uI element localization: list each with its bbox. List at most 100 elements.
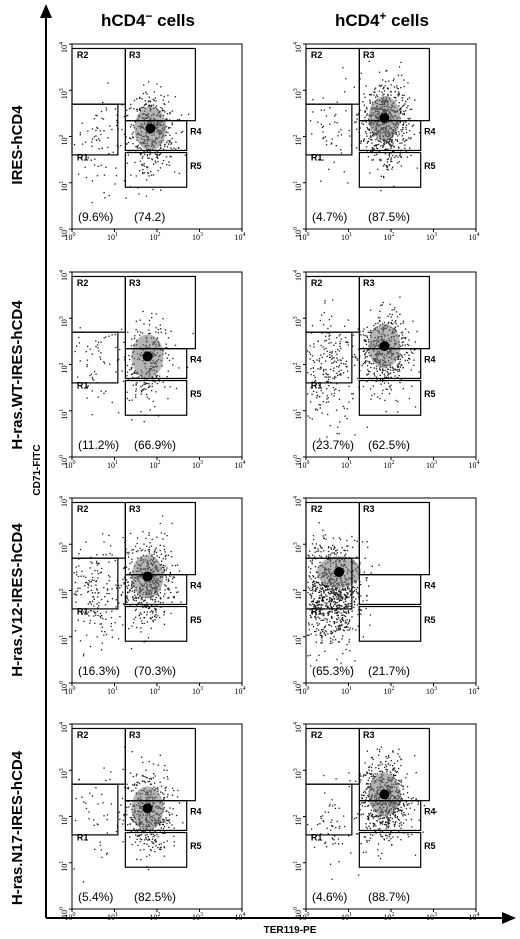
event-dot [405,777,407,779]
event-dot [364,116,366,119]
event-dot [335,609,337,611]
event-dot [166,776,168,778]
event-dot [372,133,374,135]
event-dot [162,827,165,830]
event-dot [136,604,138,606]
event-dot [169,591,172,594]
event-dot [161,560,163,562]
event-dot [393,86,396,88]
x-axis-label: TER119-PE [264,925,317,936]
event-dot [383,142,385,145]
event-dot [153,551,156,553]
event-dot [158,556,160,558]
event-dot [332,377,334,379]
event-dot [93,605,95,607]
event-dot [387,763,389,765]
event-dot [141,163,143,166]
event-dot [369,132,372,134]
event-dot [327,606,329,608]
event-dot [345,648,347,651]
event-dot [394,321,396,323]
event-dot [336,549,338,551]
event-dot [382,146,384,149]
event-dot [100,616,102,619]
event-dot [324,586,327,588]
event-dot [324,585,326,588]
event-dot [401,334,404,336]
event-dot [354,586,356,589]
event-dot [369,624,371,626]
event-dot [406,343,409,346]
event-dot [341,605,343,607]
event-dot [401,99,404,102]
event-dot [78,552,80,555]
event-dot [357,613,359,616]
event-dot [418,371,420,373]
event-dot [129,589,131,591]
event-dot [330,599,332,602]
event-dot [146,611,149,613]
event-dot [322,370,325,372]
event-dot [150,778,153,780]
event-dot [400,345,402,348]
event-dot [330,315,333,317]
y-tick-label: 100 [59,681,69,692]
event-dot [381,84,383,86]
event-dot [97,138,100,140]
event-dot [413,133,416,136]
event-dot [318,623,320,625]
event-dot [370,398,372,400]
event-dot [334,598,336,600]
event-dot [154,381,156,383]
percent-label-right: (70.3%) [134,664,176,678]
event-dot [141,780,144,783]
event-dot [149,409,151,411]
event-dot [310,387,312,389]
event-dot [363,138,366,140]
event-dot [135,383,137,385]
event-dot [141,602,143,604]
event-dot [137,373,139,375]
event-dot [135,396,137,398]
event-dot [130,647,133,650]
event-dot [131,561,133,563]
event-dot [366,599,368,602]
event-dot [137,147,139,149]
gate-label: R1 [311,153,323,163]
event-dot [105,618,107,620]
event-dot [100,598,103,601]
event-dot [346,596,349,598]
event-dot [339,627,341,630]
event-dot [384,85,386,87]
event-dot [122,768,124,771]
event-dot [369,309,372,311]
event-dot [173,841,176,843]
event-dot [105,390,107,392]
event-dot [356,586,359,589]
event-dot [309,665,312,667]
event-dot [317,548,319,550]
event-dot [338,398,341,401]
event-dot [328,624,330,626]
event-dot [340,134,343,136]
event-dot [336,587,338,589]
event-dot [393,185,395,188]
event-dot [77,173,80,175]
event-dot [333,360,336,362]
event-dot [308,622,310,624]
event-dot [131,373,134,375]
event-dot [378,319,381,322]
event-dot [371,134,374,137]
event-dot [353,601,356,603]
event-dot [141,389,144,391]
event-dot [390,84,392,86]
event-dot [410,154,412,157]
event-dot [127,599,130,601]
event-dot [171,581,173,583]
event-dot [318,610,321,613]
event-dot [307,415,309,417]
event-dot [154,619,156,621]
event-dot [320,551,322,553]
event-dot [163,777,165,779]
event-dot [380,189,382,192]
